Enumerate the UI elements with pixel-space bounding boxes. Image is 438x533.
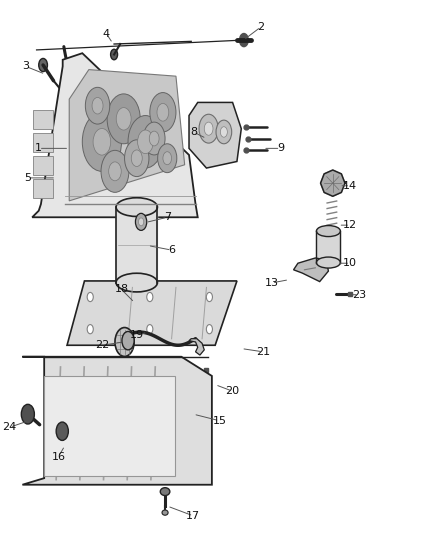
Text: 23: 23 (352, 290, 366, 300)
Polygon shape (69, 70, 185, 201)
Text: 8: 8 (190, 127, 197, 137)
Circle shape (163, 152, 172, 165)
Bar (33, 110, 53, 128)
Ellipse shape (162, 510, 168, 515)
Circle shape (122, 332, 134, 350)
Text: 20: 20 (226, 386, 240, 396)
Circle shape (240, 34, 248, 46)
Circle shape (101, 150, 129, 192)
Text: 22: 22 (95, 340, 109, 350)
Polygon shape (189, 102, 241, 168)
Polygon shape (32, 53, 198, 217)
Text: 17: 17 (186, 511, 201, 521)
Circle shape (82, 112, 121, 171)
Circle shape (128, 116, 163, 168)
Circle shape (124, 140, 149, 176)
Text: 16: 16 (51, 452, 65, 462)
Polygon shape (22, 357, 212, 484)
Bar (33, 156, 53, 175)
Circle shape (147, 293, 153, 302)
Text: 24: 24 (3, 422, 17, 432)
Circle shape (206, 325, 212, 334)
Circle shape (85, 87, 110, 124)
Text: 12: 12 (343, 220, 357, 230)
Circle shape (138, 218, 144, 226)
Ellipse shape (160, 488, 170, 496)
Polygon shape (67, 281, 237, 345)
Ellipse shape (316, 257, 340, 268)
Circle shape (39, 59, 47, 71)
Circle shape (143, 122, 165, 155)
Circle shape (206, 293, 212, 302)
Circle shape (116, 108, 131, 130)
Bar (44, 376, 175, 476)
Text: 21: 21 (256, 347, 270, 357)
Circle shape (87, 293, 93, 302)
Circle shape (149, 131, 159, 146)
Text: 5: 5 (25, 173, 32, 183)
Circle shape (220, 127, 227, 137)
Circle shape (111, 49, 117, 60)
Ellipse shape (316, 225, 340, 237)
Text: 13: 13 (265, 278, 279, 288)
Circle shape (131, 150, 142, 166)
Text: 4: 4 (102, 28, 110, 38)
Bar (33, 133, 53, 152)
Circle shape (216, 120, 232, 144)
Circle shape (150, 93, 176, 132)
Text: 19: 19 (130, 330, 144, 341)
Circle shape (157, 103, 169, 121)
Circle shape (199, 114, 218, 143)
Circle shape (138, 130, 153, 154)
Circle shape (158, 144, 177, 173)
Circle shape (109, 162, 121, 181)
Circle shape (204, 122, 213, 135)
Circle shape (135, 213, 147, 230)
Circle shape (147, 325, 153, 334)
Text: 10: 10 (343, 258, 357, 268)
Ellipse shape (116, 273, 157, 292)
Circle shape (21, 405, 34, 424)
Text: 15: 15 (212, 416, 226, 426)
Text: 7: 7 (164, 212, 171, 222)
Text: 14: 14 (343, 181, 357, 191)
Circle shape (115, 328, 134, 357)
Text: 3: 3 (22, 61, 29, 71)
Text: 2: 2 (258, 22, 265, 32)
Circle shape (92, 98, 103, 114)
Polygon shape (293, 258, 328, 281)
Bar (33, 179, 53, 198)
Text: 9: 9 (277, 143, 284, 154)
Text: 18: 18 (114, 285, 129, 294)
Circle shape (107, 94, 140, 144)
Circle shape (56, 422, 68, 440)
Circle shape (93, 128, 111, 155)
Polygon shape (321, 170, 345, 196)
Polygon shape (189, 338, 204, 355)
Text: 1: 1 (35, 143, 42, 154)
Circle shape (87, 325, 93, 334)
Ellipse shape (116, 198, 157, 216)
Text: 6: 6 (168, 245, 175, 255)
